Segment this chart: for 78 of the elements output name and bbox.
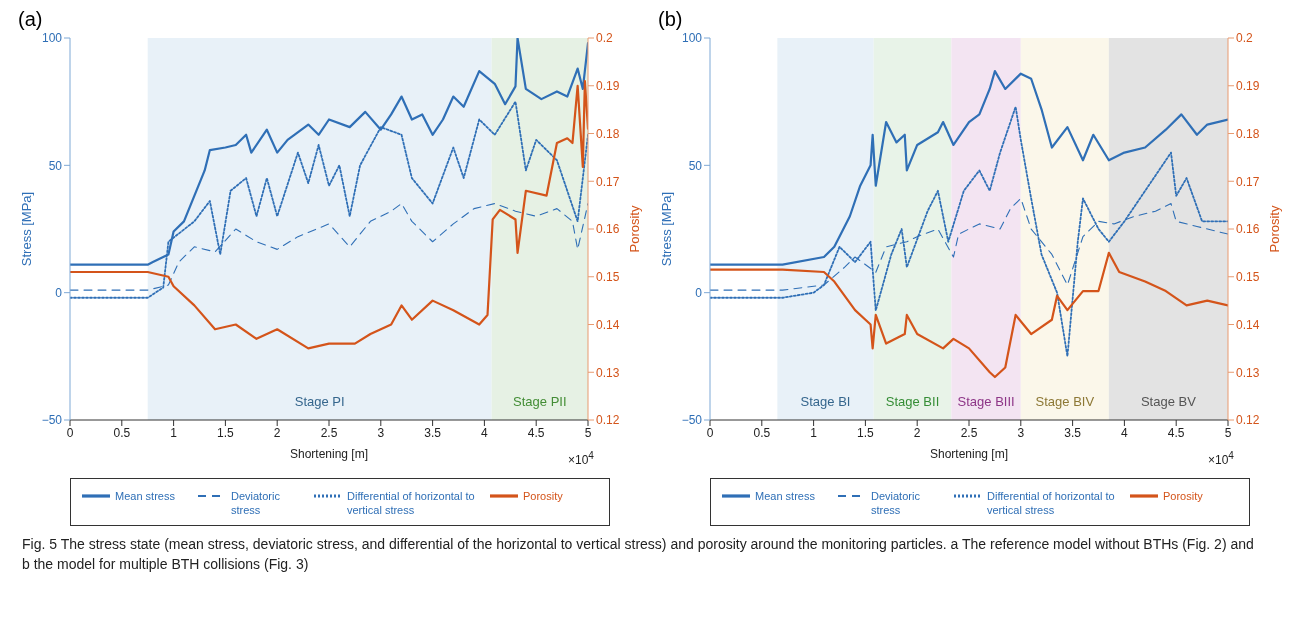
y2-tick-label: 0.16 [1236, 222, 1260, 237]
x-tick-label: 3 [1017, 425, 1025, 440]
y-tick-label: 50 [688, 158, 703, 173]
x-tick-label: 0 [66, 425, 74, 440]
y-tick-label: −50 [681, 413, 703, 428]
x-tick-label: 1 [810, 425, 818, 440]
y2-tick-label: 0.16 [596, 222, 620, 237]
y-axis-title: Stress [MPa] [18, 191, 34, 267]
legend-label: Differential of horizontal to vertical stress [987, 489, 1116, 517]
y2-tick-label: 0.2 [1236, 31, 1254, 46]
legend-label: Mean stress [755, 489, 815, 503]
y2-tick-label: 0.13 [1236, 365, 1260, 380]
x-tick-label: 1.5 [217, 425, 235, 440]
x-tick-label: 0.5 [113, 425, 131, 440]
band-label: Stage BIII [957, 394, 1015, 409]
y-tick-label: 100 [41, 31, 63, 46]
x-tick-label: 5 [584, 425, 592, 440]
x-tick-label: 4.5 [1167, 425, 1185, 440]
text: ×10$^{4}$ [1208, 450, 1234, 467]
x-tick-label: 1.5 [857, 425, 875, 440]
y2-axis-title: Porosity [1266, 205, 1282, 253]
caption: Fig. 5 The stress state (mean stress, deviatoric stress, and differential of the horizontal to vertical stress) and porosity around the monitoring particles. a The reference model without BTHs (Fig. 2) and b the model for multiple BTH collisions (Fig. 3) [22, 536, 1254, 572]
y2-tick-label: 0.19 [1236, 79, 1260, 94]
line-series [710, 251, 1228, 379]
chart-title: (b) [658, 8, 684, 30]
y2-tick-label: 0.14 [596, 317, 620, 332]
y-axis-title: Stress [MPa] [658, 191, 674, 267]
x-tick-label: 0 [706, 425, 714, 440]
line-series [710, 70, 1228, 266]
text: ×10$^{4}$ [568, 450, 594, 467]
y2-tick-label: 0.14 [1236, 317, 1260, 332]
band-label: Stage BI [800, 394, 851, 409]
y2-tick-label: 0.17 [1236, 174, 1260, 189]
x-tick-label: 4 [481, 425, 489, 440]
y2-tick-label: 0.18 [596, 126, 620, 141]
band-label: Stage BII [885, 394, 940, 409]
y2-tick-label: 0.12 [596, 413, 620, 428]
y2-tick-label: 0.12 [1236, 413, 1260, 428]
y2-tick-label: 0.15 [1236, 270, 1260, 285]
y2-tick-label: 0.13 [596, 365, 620, 380]
x-axis-title: Shortening [m] [289, 447, 369, 461]
chart-title: (a) [18, 8, 44, 30]
x-tick-label: 3 [377, 425, 385, 440]
x-tick-label: 4.5 [527, 425, 545, 440]
y2-tick-label: 0.19 [596, 79, 620, 94]
y-tick-label: 50 [48, 158, 63, 173]
y-tick-label: 100 [681, 31, 703, 46]
y2-tick-label: 0.18 [1236, 126, 1260, 141]
legend-label: Porosity [523, 489, 563, 503]
y-tick-label: −50 [41, 413, 63, 428]
x-tick-label: 3.5 [1064, 425, 1082, 440]
y2-tick-label: 0.17 [596, 174, 620, 189]
y-tick-label: 0 [55, 285, 63, 300]
y2-axis-title: Porosity [626, 205, 642, 253]
x-tick-label: 1 [170, 425, 178, 440]
x-tick-label: 2.5 [960, 425, 978, 440]
band-label: Stage BV [1140, 394, 1197, 409]
x-tick-label: 2.5 [320, 425, 338, 440]
x-tick-label: 0.5 [753, 425, 771, 440]
x-axis-title: Shortening [m] [929, 447, 1009, 461]
x-tick-label: 2 [913, 425, 921, 440]
x-tick-label: 3.5 [424, 425, 442, 440]
y2-tick-label: 0.15 [596, 270, 620, 285]
legend-label: Differential of horizontal to vertical stress [347, 489, 476, 517]
x-tick-label: 2 [273, 425, 281, 440]
legend-label: Mean stress [115, 489, 175, 503]
x-tick-label: 4 [1121, 425, 1129, 440]
y2-tick-label: 0.2 [596, 31, 614, 46]
legend-label: Deviatoric stress [231, 489, 281, 517]
legend-label: Porosity [1163, 489, 1203, 503]
line-series [710, 105, 1228, 358]
band-label: Stage PII [513, 394, 567, 409]
line-series [70, 79, 588, 350]
legend-label: Deviatoric stress [871, 489, 921, 517]
x-tick-label: 5 [1224, 425, 1232, 440]
band-label: Stage BIV [1035, 394, 1095, 409]
band-label: Stage PI [294, 394, 345, 409]
y-tick-label: 0 [695, 285, 703, 300]
